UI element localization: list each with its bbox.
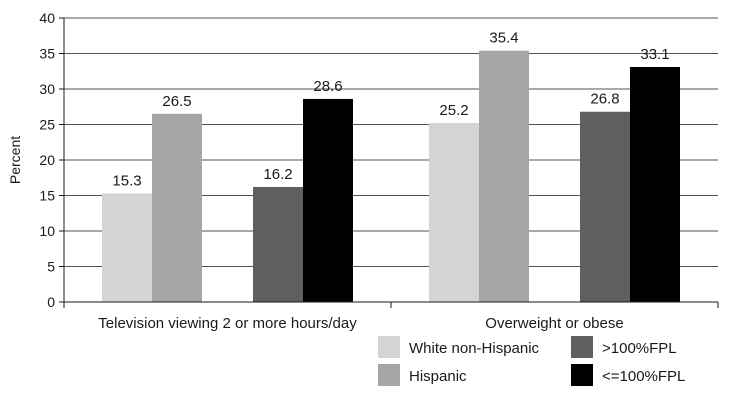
y-tick-label: 25 [39,117,55,133]
bars [102,50,680,303]
bar [429,123,479,302]
bar [253,186,303,302]
legend-swatch [378,364,400,386]
data-label: 26.8 [590,91,619,108]
y-tick-label: 35 [39,46,55,62]
data-label: 15.3 [112,172,141,189]
x-category-label: Television viewing 2 or more hours/day [98,315,357,332]
y-tick-label: 30 [39,81,55,97]
bar [102,193,152,302]
y-tick-label: 10 [39,223,55,239]
bar [152,113,202,302]
legend-label: >100%FPL [602,340,677,357]
legend-swatch [571,364,593,386]
legend-swatch [378,336,400,358]
data-labels: 15.3 26.5 16.2 28.6 25.2 35.4 26.8 33.1 [112,30,669,190]
data-label: 33.1 [640,46,669,63]
data-label: 26.5 [162,93,191,110]
y-tick-label: 15 [39,188,55,204]
legend-label: <=100%FPL [602,368,685,385]
bar [303,98,353,302]
legend-swatch [571,336,593,358]
y-tick-label: 40 [39,10,55,26]
bar [630,66,680,303]
data-label: 25.2 [439,102,468,119]
y-axis-title: Percent [7,136,23,184]
data-label: 16.2 [263,166,292,183]
legend: White non-Hispanic Hispanic >100%FPL <=100%… [378,336,685,386]
data-label: 35.4 [489,30,518,47]
y-tick-label: 20 [39,152,55,168]
y-tick-label: 0 [47,294,55,310]
axes: 0 5 10 15 20 25 30 35 40 Television viewing 2 or … [39,10,719,332]
y-tick-label: 5 [47,259,55,275]
bar [479,50,529,302]
x-category-label: Overweight or obese [485,315,623,332]
data-label: 28.6 [313,78,342,95]
legend-label: Hispanic [409,368,467,385]
legend-label: White non-Hispanic [409,340,540,357]
bar [580,111,630,302]
